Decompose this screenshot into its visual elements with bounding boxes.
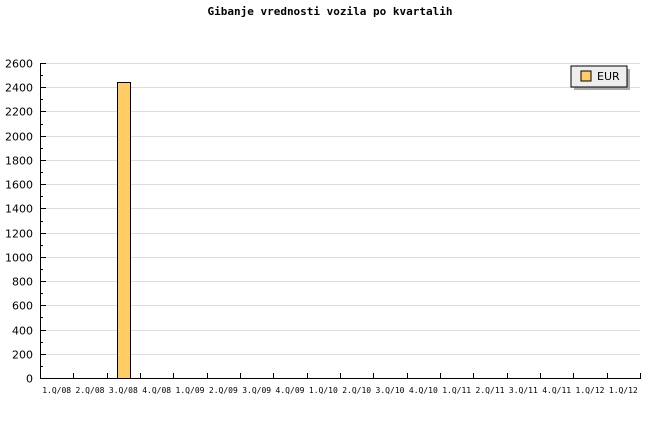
gridlines (40, 63, 640, 355)
legend: EUR (570, 65, 630, 90)
x-tick-label: 1.Q/09 (176, 386, 205, 395)
y-tick-label: 2200 (5, 106, 33, 119)
legend-swatch (580, 70, 592, 82)
x-tick-label: 4.Q/11 (542, 386, 571, 395)
bar (117, 82, 131, 379)
x-tick-label: 3.Q/11 (509, 386, 538, 395)
x-tick-label: 1.Q/10 (309, 386, 338, 395)
y-tick-label: 0 (26, 373, 33, 386)
y-tick-label: 400 (12, 325, 33, 338)
y-tick-label: 1400 (5, 203, 33, 216)
x-tick-label: 1.Q/08 (42, 386, 71, 395)
y-tick-label: 600 (12, 300, 33, 313)
x-tick-label: 2.Q/11 (476, 386, 505, 395)
x-tick-label: 1.Q/12 (576, 386, 605, 395)
x-tick-label: 4.Q/08 (142, 386, 171, 395)
y-tick-label: 1200 (5, 228, 33, 241)
y-tick-label: 1000 (5, 252, 33, 265)
y-tick-labels: 0 200 400 600 800 1000 1200 1400 1600 1800 2000 220… (5, 58, 33, 386)
x-tick-label: 4.Q/10 (409, 386, 438, 395)
x-tick-label: 1.Q/12 (609, 386, 638, 395)
y-tick-label: 1600 (5, 179, 33, 192)
axes (40, 63, 641, 379)
y-tick-label: 1800 (5, 155, 33, 168)
y-tick-label: 2600 (5, 58, 33, 71)
x-tick-label: 2.Q/10 (342, 386, 371, 395)
x-tick-labels: 1.Q/08 2.Q/08 3.Q/08 4.Q/08 1.Q/09 2.Q/09 3.Q/… (42, 386, 638, 395)
chart-title: Gibanje vrednosti vozila po kvartalih (207, 5, 452, 18)
legend-label: EUR (597, 70, 620, 83)
y-tick-label: 800 (12, 276, 33, 289)
x-tick-label: 3.Q/09 (242, 386, 271, 395)
x-tick-label: 1.Q/11 (442, 386, 471, 395)
x-tick-label: 4.Q/09 (276, 386, 305, 395)
x-tick-label: 2.Q/09 (209, 386, 238, 395)
y-tick-label: 2400 (5, 82, 33, 95)
y-tick-label: 200 (12, 349, 33, 362)
x-tick-label: 3.Q/10 (376, 386, 405, 395)
y-tick-label: 2000 (5, 131, 33, 144)
bars (117, 82, 131, 379)
x-tick-label: 2.Q/08 (76, 386, 105, 395)
x-tick-label: 3.Q/08 (109, 386, 138, 395)
